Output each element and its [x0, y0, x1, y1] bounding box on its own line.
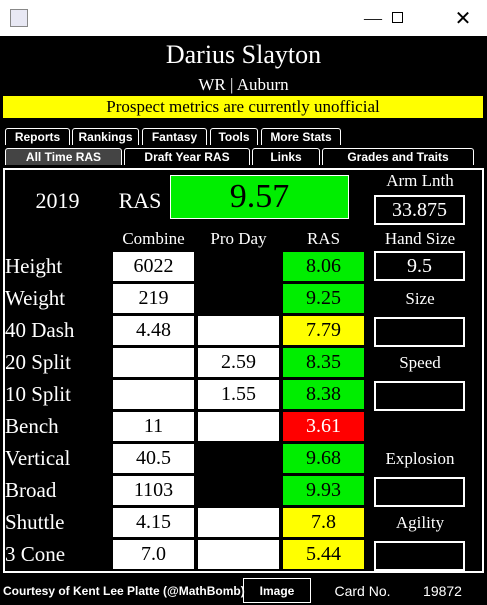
pro-day-cell: 1.55 — [197, 379, 280, 410]
category-box — [374, 381, 465, 411]
tab[interactable]: Fantasy — [142, 128, 207, 145]
ras-cell: 8.35 — [282, 347, 365, 378]
tab[interactable]: Rankings — [72, 128, 139, 145]
app-icon — [10, 9, 28, 27]
pro-day-cell — [197, 507, 280, 538]
tab[interactable]: Grades and Traits — [322, 148, 474, 165]
row-label: Height — [5, 254, 63, 278]
maximize-button[interactable] — [392, 12, 403, 23]
pro-day-cell: 2.59 — [197, 347, 280, 378]
row-label: Broad — [5, 478, 57, 502]
combine-cell: 7.0 — [112, 539, 195, 570]
category-label: Speed — [399, 353, 441, 372]
combine-cell: 219 — [112, 283, 195, 314]
row-label: Vertical — [5, 446, 71, 470]
title-bar: — ✕ — [0, 0, 487, 36]
tab[interactable]: More Stats — [261, 128, 341, 145]
row-label: 20 Split — [5, 350, 71, 374]
row-label: 3 Cone — [5, 542, 66, 566]
ras-cell: 9.25 — [282, 283, 365, 314]
category-label: Size — [405, 289, 435, 308]
tab[interactable]: All Time RAS — [5, 148, 122, 165]
ras-cell: 8.38 — [282, 379, 365, 410]
player-name: Darius Slayton — [165, 40, 322, 69]
ras-cell: 7.79 — [282, 315, 365, 346]
category-box — [374, 477, 465, 507]
tab[interactable]: Tools — [210, 128, 258, 145]
category-box — [374, 541, 465, 571]
combine-cell: 4.48 — [112, 315, 195, 346]
pro-day-cell — [197, 283, 280, 314]
category-box — [374, 317, 465, 347]
column-header: RAS — [306, 229, 341, 248]
row-label: Bench — [5, 414, 59, 438]
banner: Prospect metrics are currently unofficia… — [3, 96, 483, 118]
row-label: Shuttle — [5, 510, 65, 534]
category-label: Explosion — [385, 449, 455, 468]
pro-day-cell — [197, 251, 280, 282]
tab[interactable]: Links — [252, 148, 320, 165]
combine-cell: 40.5 — [112, 443, 195, 474]
row-label: 10 Split — [5, 382, 71, 406]
combine-cell: 11 — [112, 411, 195, 442]
combine-cell: 4.15 — [112, 507, 195, 538]
ras-cell: 9.93 — [282, 475, 365, 506]
pro-day-cell — [197, 475, 280, 506]
player-subtitle: WR | Auburn — [198, 75, 289, 94]
category-label: Agility — [395, 513, 445, 532]
column-header: Combine — [122, 229, 185, 248]
combine-cell — [112, 379, 195, 410]
pro-day-cell — [197, 411, 280, 442]
tab[interactable]: Reports — [5, 128, 70, 145]
pro-day-cell — [197, 539, 280, 570]
combine-cell: 6022 — [112, 251, 195, 282]
ras-cell: 8.06 — [282, 251, 365, 282]
card-label: Card No. — [334, 583, 391, 599]
ras-cell: 3.61 — [282, 411, 365, 442]
row-label: Weight — [5, 286, 66, 310]
ras-label: RAS — [118, 188, 162, 213]
image-button[interactable]: Image — [243, 578, 311, 603]
panel — [3, 168, 484, 573]
ras-score: 9.57 — [170, 175, 349, 219]
column-header: Pro Day — [210, 229, 267, 248]
arm-value: 33.875 — [374, 195, 465, 225]
combine-cell — [112, 347, 195, 378]
close-button[interactable]: ✕ — [454, 6, 472, 30]
ras-cell: 5.44 — [282, 539, 365, 570]
hand-value: 9.5 — [374, 251, 465, 281]
ras-cell: 7.8 — [282, 507, 365, 538]
pro-day-cell — [197, 315, 280, 346]
ras-cell: 9.68 — [282, 443, 365, 474]
hand-label: Hand Size — [384, 229, 456, 248]
row-label: 40 Dash — [5, 318, 75, 342]
draft-year: 2019 — [35, 188, 80, 213]
pro-day-cell — [197, 443, 280, 474]
credit: Courtesy of Kent Lee Platte (@MathBomb) — [3, 584, 245, 598]
minimize-button[interactable]: — — [364, 7, 382, 28]
combine-cell: 1103 — [112, 475, 195, 506]
arm-label: Arm Lnth — [386, 171, 454, 190]
tab[interactable]: Draft Year RAS — [124, 148, 250, 165]
card-number: 19872 — [423, 583, 462, 599]
